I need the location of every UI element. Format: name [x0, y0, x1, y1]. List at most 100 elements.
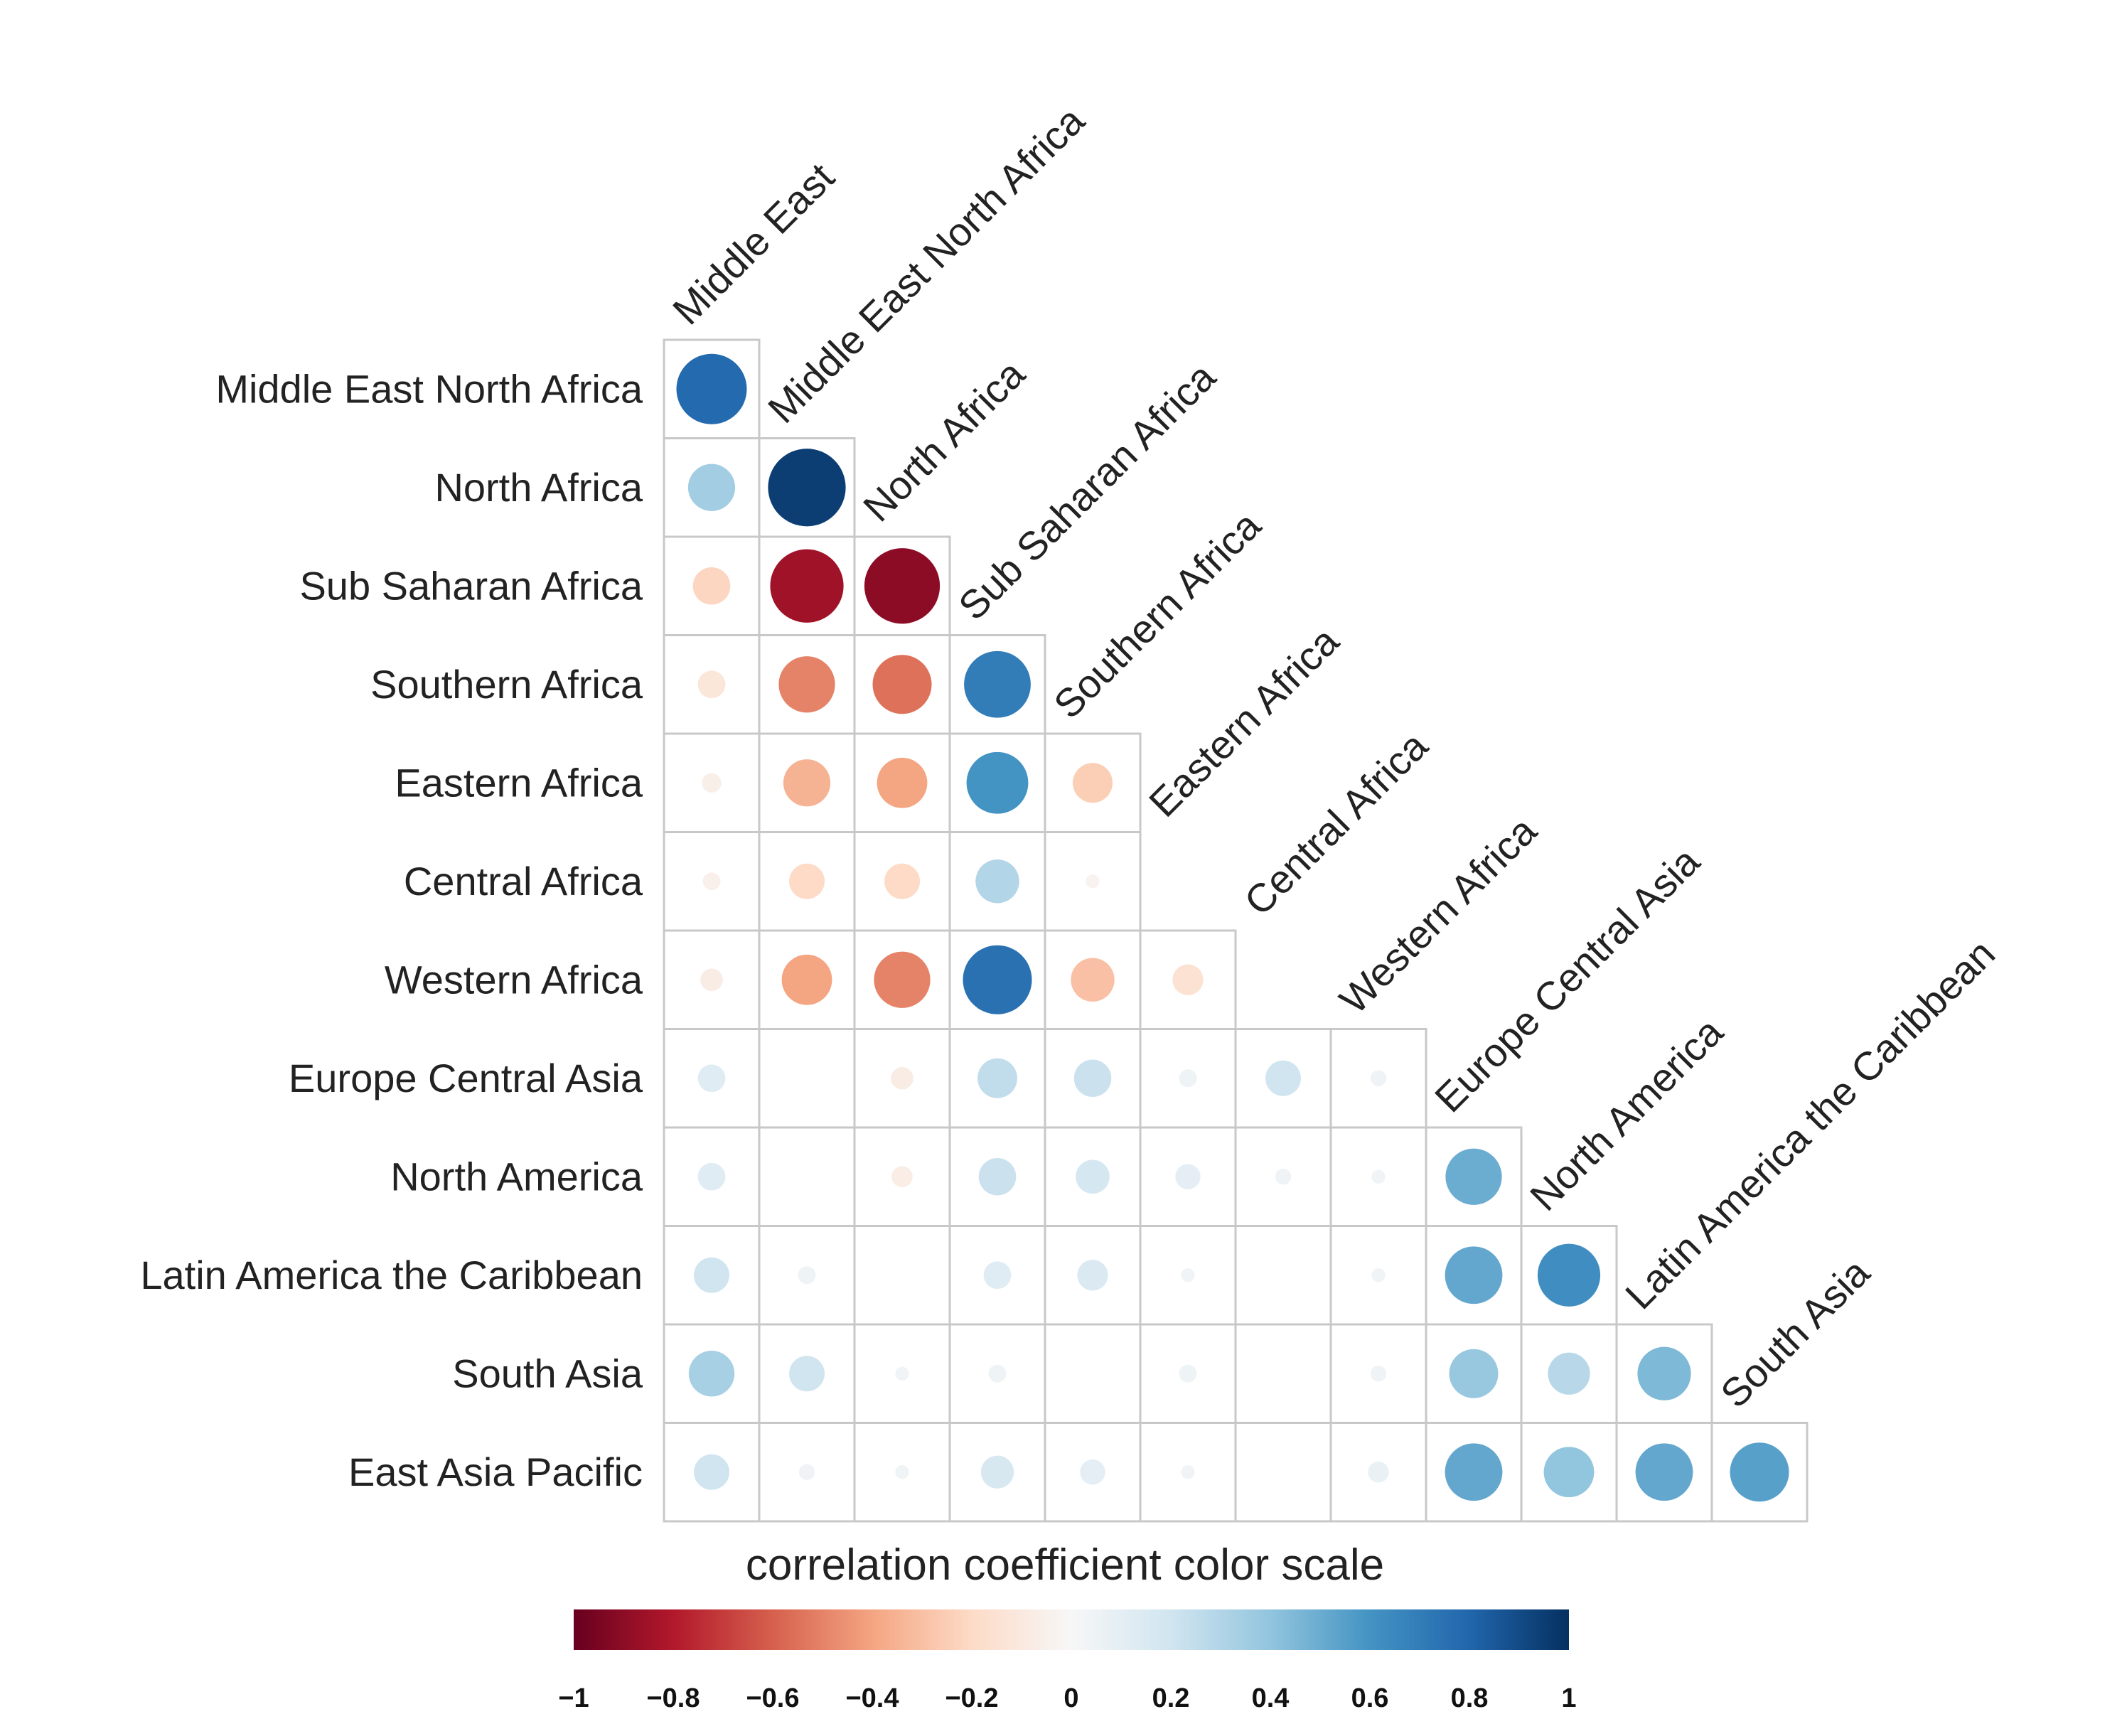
row-label: Middle East North Africa: [215, 366, 643, 411]
correlation-circle: [1548, 1352, 1590, 1395]
correlation-circle: [687, 464, 736, 511]
scale-tick-label: 0.6: [1351, 1683, 1389, 1713]
correlation-circle: [768, 449, 846, 527]
color-scale-ticks: −1 −0.8 −0.6 −0.4 −0.2 0 0.2 0.4 0.6 0.8 1: [558, 1683, 1576, 1713]
correlation-circle: [1543, 1447, 1595, 1498]
correlation-circle: [783, 759, 831, 807]
correlation-circle: [1071, 958, 1115, 1002]
correlation-circle: [1370, 1366, 1387, 1382]
color-scale-bar: [574, 1609, 1569, 1650]
correlation-circle: [895, 1366, 909, 1381]
column-label: Latin America the Caribbean: [1617, 931, 2003, 1317]
scale-tick-label: 0.4: [1252, 1683, 1290, 1713]
scale-tick-label: 0: [1064, 1683, 1078, 1713]
correlation-circle: [964, 650, 1031, 718]
scale-tick-label: 0.2: [1152, 1683, 1190, 1713]
scale-tick-label: −0.4: [845, 1683, 899, 1713]
matrix-cell: [948, 732, 1046, 833]
correlation-circle: [1371, 1169, 1386, 1184]
correlation-circle: [1172, 964, 1204, 995]
correlation-circle: [1181, 1465, 1195, 1479]
color-scale-title: correlation coefficient color scale: [746, 1541, 1384, 1590]
correlation-circle: [1077, 1260, 1108, 1291]
column-label: North Africa: [854, 350, 1034, 530]
correlation-circle: [778, 656, 835, 713]
row-label: Western Africa: [385, 957, 643, 1002]
matrix-cell: [853, 1225, 951, 1326]
row-label: Europe Central Asia: [289, 1056, 643, 1100]
correlation-circle: [697, 1162, 726, 1191]
column-label: South Asia: [1712, 1250, 1878, 1416]
column-label: North America: [1521, 1009, 1732, 1219]
correlation-circle: [1368, 1461, 1389, 1483]
correlation-circle: [1076, 1159, 1110, 1194]
matrix-cell: [758, 1126, 856, 1227]
correlation-circle: [1080, 1459, 1105, 1485]
correlation-circle: [1073, 1059, 1112, 1098]
correlation-circle: [1175, 1164, 1201, 1189]
row-label: Southern Africa: [370, 662, 643, 707]
correlation-circles: [676, 353, 1789, 1502]
correlation-circle: [891, 1066, 914, 1090]
correlation-circle: [1371, 1268, 1386, 1282]
column-label: Western Africa: [1331, 808, 1545, 1022]
correlation-circle: [694, 1454, 729, 1490]
correlation-circle: [702, 872, 721, 891]
correlation-circle: [895, 1465, 909, 1479]
correlation-circle: [1179, 1364, 1197, 1383]
correlation-circle: [688, 1351, 735, 1397]
scale-tick-label: 0.8: [1451, 1683, 1489, 1713]
matrix-cell: [1234, 1422, 1332, 1523]
matrix-cell: [758, 929, 856, 1030]
correlation-circle: [966, 751, 1029, 814]
correlation-circle: [980, 1455, 1014, 1489]
correlation-circle: [1445, 1443, 1503, 1501]
correlation-circle: [697, 670, 726, 699]
correlation-circle: [1275, 1169, 1292, 1185]
correlation-circle: [1637, 1346, 1691, 1400]
correlation-circle: [891, 1166, 913, 1188]
correlation-circle: [978, 1157, 1017, 1196]
column-label: Eastern Africa: [1140, 618, 1348, 825]
matrix-cell: [758, 1028, 856, 1129]
scale-tick-label: −0.6: [746, 1683, 799, 1713]
correlation-circle: [1537, 1243, 1601, 1307]
correlation-circle: [1445, 1246, 1503, 1304]
scale-tick-label: −1: [558, 1683, 589, 1713]
correlation-circle: [789, 1356, 825, 1392]
matrix-cell: [1234, 1323, 1332, 1424]
correlation-circle: [1635, 1443, 1693, 1501]
matrix-cell: [1234, 1225, 1332, 1326]
correlation-circle: [702, 773, 722, 793]
correlation-circle: [1449, 1349, 1499, 1398]
correlation-circle: [864, 548, 941, 624]
column-label: Middle East: [664, 154, 843, 333]
scale-tick-label: −0.8: [646, 1683, 700, 1713]
matrix-cell: [1044, 1126, 1142, 1227]
correlation-circle: [700, 968, 723, 992]
row-label: North Africa: [434, 465, 643, 510]
column-label: Southern Africa: [1045, 503, 1270, 727]
scale-tick-label: −0.2: [945, 1683, 998, 1713]
correlation-circle: [798, 1464, 815, 1480]
correlation-circle: [877, 757, 928, 808]
color-scale-legend: correlation coefficient color scale −1 −0…: [558, 1541, 1576, 1713]
correlation-circle: [977, 1058, 1017, 1098]
row-label: Latin America the Caribbean: [140, 1253, 643, 1297]
correlation-circle: [1445, 1148, 1502, 1205]
correlation-circle: [1073, 763, 1113, 803]
correlation-circle: [789, 863, 825, 899]
row-labels: Middle East North Africa North Africa Sub …: [140, 366, 643, 1494]
row-label: North America: [390, 1154, 643, 1199]
correlation-circle: [781, 954, 832, 1005]
correlation-circle: [770, 549, 844, 623]
correlation-circle: [676, 353, 747, 424]
correlation-circle: [1181, 1268, 1195, 1282]
correlation-circle: [874, 951, 931, 1008]
correlation-circle: [872, 655, 932, 714]
correlation-circle: [963, 945, 1032, 1014]
correlation-circle: [798, 1266, 816, 1285]
correlation-circle: [1370, 1070, 1387, 1086]
correlation-circle: [1730, 1442, 1789, 1502]
